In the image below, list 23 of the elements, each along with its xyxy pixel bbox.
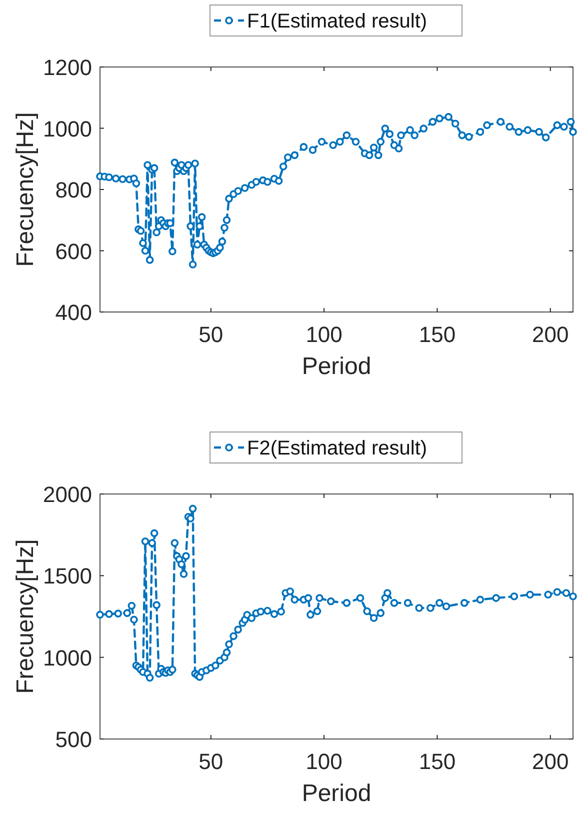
y-tick-label: 400 <box>55 300 92 325</box>
y-tick-label: 1500 <box>43 564 92 589</box>
y-tick-label: 2000 <box>43 482 92 507</box>
y-axis-title: Frecuency[Hz] <box>12 539 39 694</box>
x-axis-title: Period <box>302 780 372 807</box>
y-tick-label: 500 <box>55 727 92 752</box>
x-tick-label: 200 <box>532 749 569 774</box>
y-tick-label: 1000 <box>43 645 92 670</box>
x-tick-label: 50 <box>198 749 224 774</box>
legend-label: F1(Estimated result) <box>247 10 428 32</box>
x-tick-label: 150 <box>418 749 456 774</box>
y-tick-label: 800 <box>55 178 92 202</box>
x-tick-label: 200 <box>532 322 569 347</box>
y-tick-label: 600 <box>55 238 92 264</box>
y-tick-label: 1000 <box>43 116 92 142</box>
x-axis-title: Period <box>302 353 372 380</box>
y-tick-label: 1200 <box>43 55 92 80</box>
x-tick-label: 100 <box>306 749 342 774</box>
legend-label: F2(Estimated result) <box>247 438 428 460</box>
x-tick-label: 150 <box>418 322 456 347</box>
y-axis-title: Frecuency[Hz] <box>12 112 39 267</box>
x-tick-label: 50 <box>198 322 224 347</box>
x-tick-label: 100 <box>306 322 342 347</box>
